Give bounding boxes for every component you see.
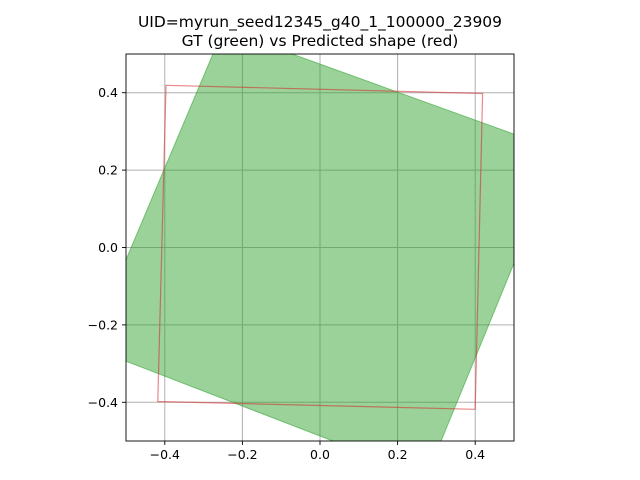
y-tick-label: −0.2 [88,317,118,332]
shape-layer [126,54,514,441]
y-tick-label: −0.4 [88,395,118,410]
predicted-shape [157,84,484,410]
y-tick-label: 0.0 [98,240,118,255]
ticks: −0.4 −0.2 0.0 0.2 0.4 −0.4 −0.2 0.0 0.2 0.4 [88,85,486,462]
gt-shape [126,54,514,441]
x-tick-label: 0.4 [465,447,485,462]
y-tick-label: 0.2 [98,163,118,178]
x-tick-label: −0.2 [227,447,257,462]
chart-subtitle: GT (green) vs Predicted shape (red) [182,32,459,50]
x-tick-label: 0.2 [388,447,408,462]
x-tick-label: −0.4 [150,447,180,462]
x-tick-label: 0.0 [310,447,330,462]
y-tick-label: 0.4 [98,85,118,100]
chart-title: UID=myrun_seed12345_g40_1_100000_23909 [138,13,502,32]
